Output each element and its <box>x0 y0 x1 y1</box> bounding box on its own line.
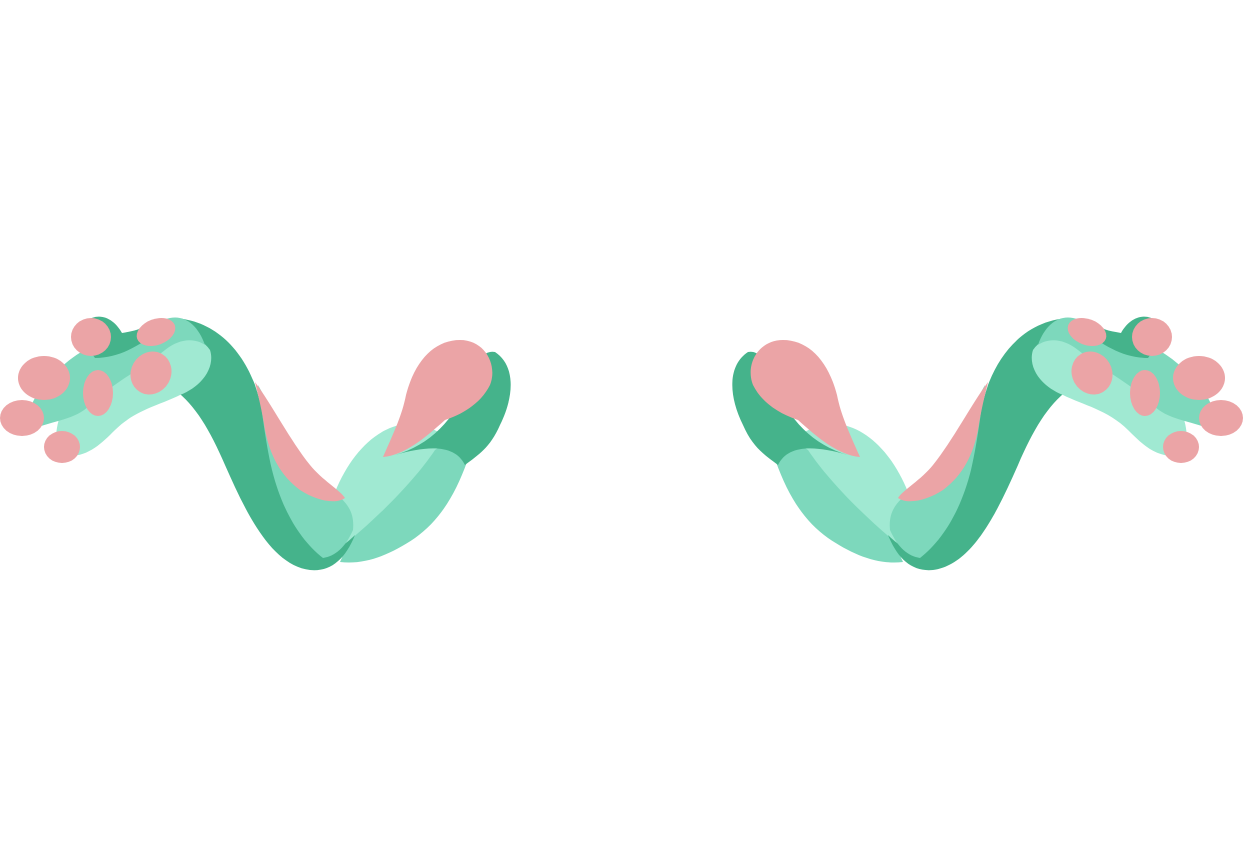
left-limb <box>0 312 511 571</box>
right-limb <box>732 312 1243 571</box>
